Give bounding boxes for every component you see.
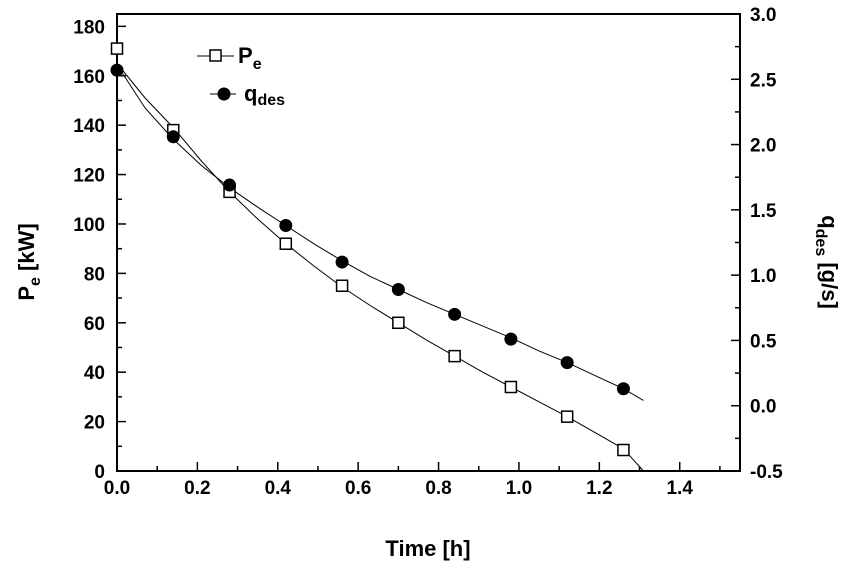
pe-data-point — [560, 410, 574, 423]
y-right-tick-label: 2.5 — [750, 70, 777, 91]
y-left-tick-label: 60 — [84, 314, 105, 335]
y-right-axis-title-unit: [g/s] — [817, 256, 842, 309]
pe-data-point — [504, 380, 518, 394]
pe-fit-line — [116, 63, 644, 472]
y-left-tick-label: 0 — [94, 462, 105, 483]
qdes-data-point — [448, 307, 462, 321]
y-right-tick-label: 1.0 — [750, 266, 776, 287]
legend-label-qdes-main: q — [244, 81, 257, 106]
legend-label-pe: Pe — [238, 43, 262, 73]
x-axis-title: Time [h] — [385, 536, 470, 561]
pe-data-point — [392, 316, 405, 330]
y-left-tick-label: 140 — [73, 116, 105, 137]
y-right-axis-title: qdes [g/s] — [812, 215, 842, 309]
y-right-tick-label: 1.5 — [750, 201, 777, 222]
y-right-tick-label: 3.0 — [750, 5, 776, 26]
x-tick-label: 1.0 — [506, 478, 532, 499]
legend-entry-pe: Pe — [197, 43, 262, 73]
legend-label-pe-sub: e — [253, 56, 262, 73]
qdes-data-point — [223, 178, 237, 192]
y-left-axis-title-sub: e — [27, 277, 44, 286]
legend-entry-qdes: qdes — [210, 81, 285, 109]
x-tick-label: 1.4 — [666, 478, 693, 499]
y-right-tick-label: 2.0 — [750, 136, 776, 157]
y-left-tick-label: 120 — [73, 166, 105, 187]
x-tick-label: 0.2 — [184, 478, 210, 499]
fit-lines — [116, 63, 644, 472]
y-left-tick-label: 20 — [84, 413, 105, 434]
x-tick-label: 0.8 — [425, 478, 451, 499]
legend-label-qdes-sub: des — [257, 92, 285, 109]
y-left-tick-label: 160 — [73, 67, 105, 88]
y-left-tick-label: 100 — [73, 215, 105, 236]
pe-data-point — [617, 443, 630, 457]
qdes-data-point — [166, 130, 180, 144]
pe-data-point — [448, 349, 461, 363]
qdes-data-point — [560, 356, 574, 370]
ticks-layer: 0.0 0.2 0.4 0.6 0.8 1.0 1.2 1.4 0 20 40 60 80 100 120 1… — [73, 5, 783, 499]
y-left-tick-label: 180 — [73, 17, 105, 38]
qdes-data-point — [335, 255, 349, 269]
y-left-axis-title: Pe [kW] — [14, 223, 44, 300]
y-right-tick-label: 0.5 — [750, 331, 777, 352]
y-right-axis-title-sub: des — [812, 229, 829, 257]
x-tick-label: 0.4 — [265, 478, 292, 499]
pe-data-point — [279, 237, 293, 250]
y-left-tick-label: 80 — [84, 264, 105, 285]
y-right-axis-title-main: q — [817, 215, 842, 228]
legend: Pe qdes — [197, 43, 285, 109]
qdes-data-point — [616, 382, 630, 396]
legend-marker-qdes — [217, 87, 231, 101]
data-markers — [110, 42, 630, 457]
y-left-tick-label: 40 — [84, 363, 105, 384]
x-tick-label: 0.0 — [104, 478, 130, 499]
y-left-axis-title-unit: [kW] — [14, 223, 39, 277]
x-tick-label: 1.2 — [586, 478, 612, 499]
qdes-data-point — [279, 219, 293, 233]
plot-frame — [116, 13, 741, 472]
pe-data-point — [110, 42, 124, 55]
x-tick-label: 0.6 — [345, 478, 371, 499]
qdes-data-point — [504, 332, 518, 346]
legend-label-pe-main: P — [238, 43, 253, 68]
y-right-tick-label: 0.0 — [750, 397, 776, 418]
qdes-data-point — [391, 283, 405, 297]
qdes-data-point — [110, 63, 124, 77]
legend-marker-pe — [209, 49, 222, 62]
y-left-axis-title-main: P — [14, 286, 39, 301]
y-right-tick-label: -0.5 — [750, 462, 783, 483]
legend-label-qdes: qdes — [244, 81, 285, 109]
qdes-fit-line — [116, 64, 644, 401]
pe-data-point — [335, 279, 349, 292]
